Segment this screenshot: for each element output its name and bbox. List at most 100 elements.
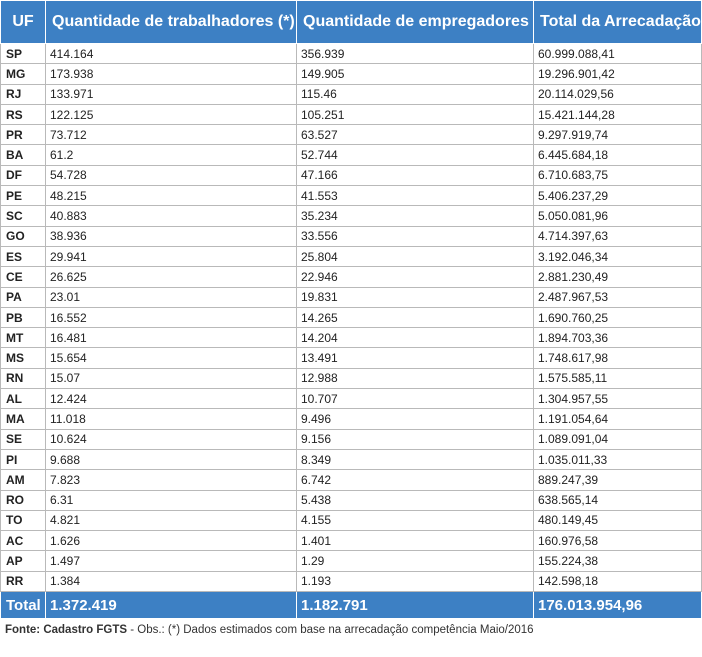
cell-workers: 122.125 <box>45 103 297 126</box>
cell-employers: 25.804 <box>296 245 534 268</box>
cell-total-collection: 5.406.237,29 <box>533 185 702 207</box>
cell-uf: AM <box>0 469 46 491</box>
cell-uf: CE <box>0 266 46 288</box>
cell-uf: TO <box>0 509 46 532</box>
table-row: RS 122.125 105.251 15.421.144,28 <box>0 103 702 126</box>
table-row: GO 38.936 33.556 4.714.397,63 <box>0 225 702 247</box>
table-row: PE 48.215 41.553 5.406.237,29 <box>0 185 702 207</box>
cell-employers: 52.744 <box>296 144 534 166</box>
cell-uf: PR <box>0 124 46 146</box>
cell-workers: 7.823 <box>45 469 297 491</box>
table-row: PI 9.688 8.349 1.035.011,33 <box>0 448 702 471</box>
cell-workers: 9.688 <box>45 448 297 471</box>
cell-employers: 22.946 <box>296 266 534 288</box>
cell-workers: 133.971 <box>45 83 297 105</box>
cell-employers: 9.156 <box>296 428 534 450</box>
table-row: SC 40.883 35.234 5.050.081,96 <box>0 205 702 227</box>
table-row: AP 1.497 1.29 155.224,38 <box>0 550 702 572</box>
cell-total-collection: 1.089.091,04 <box>533 428 702 450</box>
cell-employers: 115.46 <box>296 83 534 105</box>
cell-total-collection: 2.881.230,49 <box>533 266 702 288</box>
cell-employers: 12.988 <box>296 367 534 390</box>
cell-total-collection: 6.445.684,18 <box>533 144 702 166</box>
table-header-row: UF Quantidade de trabalhadores (*) Quant… <box>0 0 702 44</box>
cell-total-collection: 480.149,45 <box>533 509 702 532</box>
cell-workers: 23.01 <box>45 286 297 308</box>
cell-uf: MA <box>0 408 46 430</box>
cell-employers: 41.553 <box>296 185 534 207</box>
total-collection: 176.013.954,96 <box>533 591 702 620</box>
cell-uf: PE <box>0 185 46 207</box>
cell-workers: 4.821 <box>45 509 297 532</box>
cell-workers: 1.497 <box>45 550 297 572</box>
cell-total-collection: 19.296.901,42 <box>533 63 702 85</box>
cell-workers: 26.625 <box>45 266 297 288</box>
cell-workers: 10.624 <box>45 428 297 450</box>
cell-workers: 11.018 <box>45 408 297 430</box>
cell-uf: MT <box>0 327 46 349</box>
cell-workers: 48.215 <box>45 185 297 207</box>
header-workers: Quantidade de trabalhadores (*) <box>45 0 297 44</box>
cell-uf: RJ <box>0 83 46 105</box>
cell-total-collection: 60.999.088,41 <box>533 42 702 65</box>
fgts-table-container: UF Quantidade de trabalhadores (*) Quant… <box>0 0 702 636</box>
table-row: ES 29.941 25.804 3.192.046,34 <box>0 245 702 268</box>
table-row: RJ 133.971 115.46 20.114.029,56 <box>0 83 702 105</box>
cell-employers: 33.556 <box>296 225 534 247</box>
cell-employers: 35.234 <box>296 205 534 227</box>
table-row: MS 15.654 13.491 1.748.617,98 <box>0 347 702 369</box>
cell-employers: 1.29 <box>296 550 534 572</box>
cell-uf: GO <box>0 225 46 247</box>
cell-employers: 9.496 <box>296 408 534 430</box>
cell-workers: 6.31 <box>45 489 297 511</box>
cell-employers: 10.707 <box>296 388 534 410</box>
table-row: SE 10.624 9.156 1.089.091,04 <box>0 428 702 450</box>
cell-employers: 63.527 <box>296 124 534 146</box>
cell-total-collection: 5.050.081,96 <box>533 205 702 227</box>
cell-employers: 19.831 <box>296 286 534 308</box>
cell-employers: 8.349 <box>296 448 534 471</box>
cell-workers: 1.384 <box>45 570 297 593</box>
total-label: Total <box>0 591 46 620</box>
table-row: TO 4.821 4.155 480.149,45 <box>0 509 702 532</box>
cell-total-collection: 638.565,14 <box>533 489 702 511</box>
cell-uf: RO <box>0 489 46 511</box>
cell-employers: 14.204 <box>296 327 534 349</box>
cell-workers: 15.654 <box>45 347 297 369</box>
cell-workers: 1.626 <box>45 530 297 552</box>
cell-total-collection: 1.690.760,25 <box>533 306 702 329</box>
cell-uf: RN <box>0 367 46 390</box>
table-row: MA 11.018 9.496 1.191.054,64 <box>0 408 702 430</box>
cell-uf: AC <box>0 530 46 552</box>
cell-uf: BA <box>0 144 46 166</box>
cell-workers: 38.936 <box>45 225 297 247</box>
cell-total-collection: 160.976,58 <box>533 530 702 552</box>
table-row: SP 414.164 356.939 60.999.088,41 <box>0 42 702 65</box>
cell-total-collection: 1.748.617,98 <box>533 347 702 369</box>
table-row: PA 23.01 19.831 2.487.967,53 <box>0 286 702 308</box>
cell-uf: SP <box>0 42 46 65</box>
cell-total-collection: 1.304.957,55 <box>533 388 702 410</box>
table-row: MT 16.481 14.204 1.894.703,36 <box>0 327 702 349</box>
cell-employers: 356.939 <box>296 42 534 65</box>
table-total-row: Total 1.372.419 1.182.791 176.013.954,96 <box>0 591 702 620</box>
cell-employers: 14.265 <box>296 306 534 329</box>
footnote-text: - Obs.: (*) Dados estimados com base na … <box>127 624 534 637</box>
header-employers: Quantidade de empregadores <box>296 0 534 44</box>
header-total-collection: Total da Arrecadação <box>533 0 702 44</box>
cell-uf: SE <box>0 428 46 450</box>
table-row: RN 15.07 12.988 1.575.585,11 <box>0 367 702 390</box>
cell-uf: ES <box>0 245 46 268</box>
cell-employers: 13.491 <box>296 347 534 369</box>
cell-uf: PB <box>0 306 46 329</box>
table-row: PR 73.712 63.527 9.297.919,74 <box>0 124 702 146</box>
cell-uf: AP <box>0 550 46 572</box>
cell-total-collection: 4.714.397,63 <box>533 225 702 247</box>
cell-uf: PA <box>0 286 46 308</box>
cell-employers: 47.166 <box>296 164 534 187</box>
cell-workers: 15.07 <box>45 367 297 390</box>
table-row: AL 12.424 10.707 1.304.957,55 <box>0 388 702 410</box>
cell-total-collection: 1.035.011,33 <box>533 448 702 471</box>
cell-uf: MG <box>0 63 46 85</box>
cell-workers: 16.481 <box>45 327 297 349</box>
